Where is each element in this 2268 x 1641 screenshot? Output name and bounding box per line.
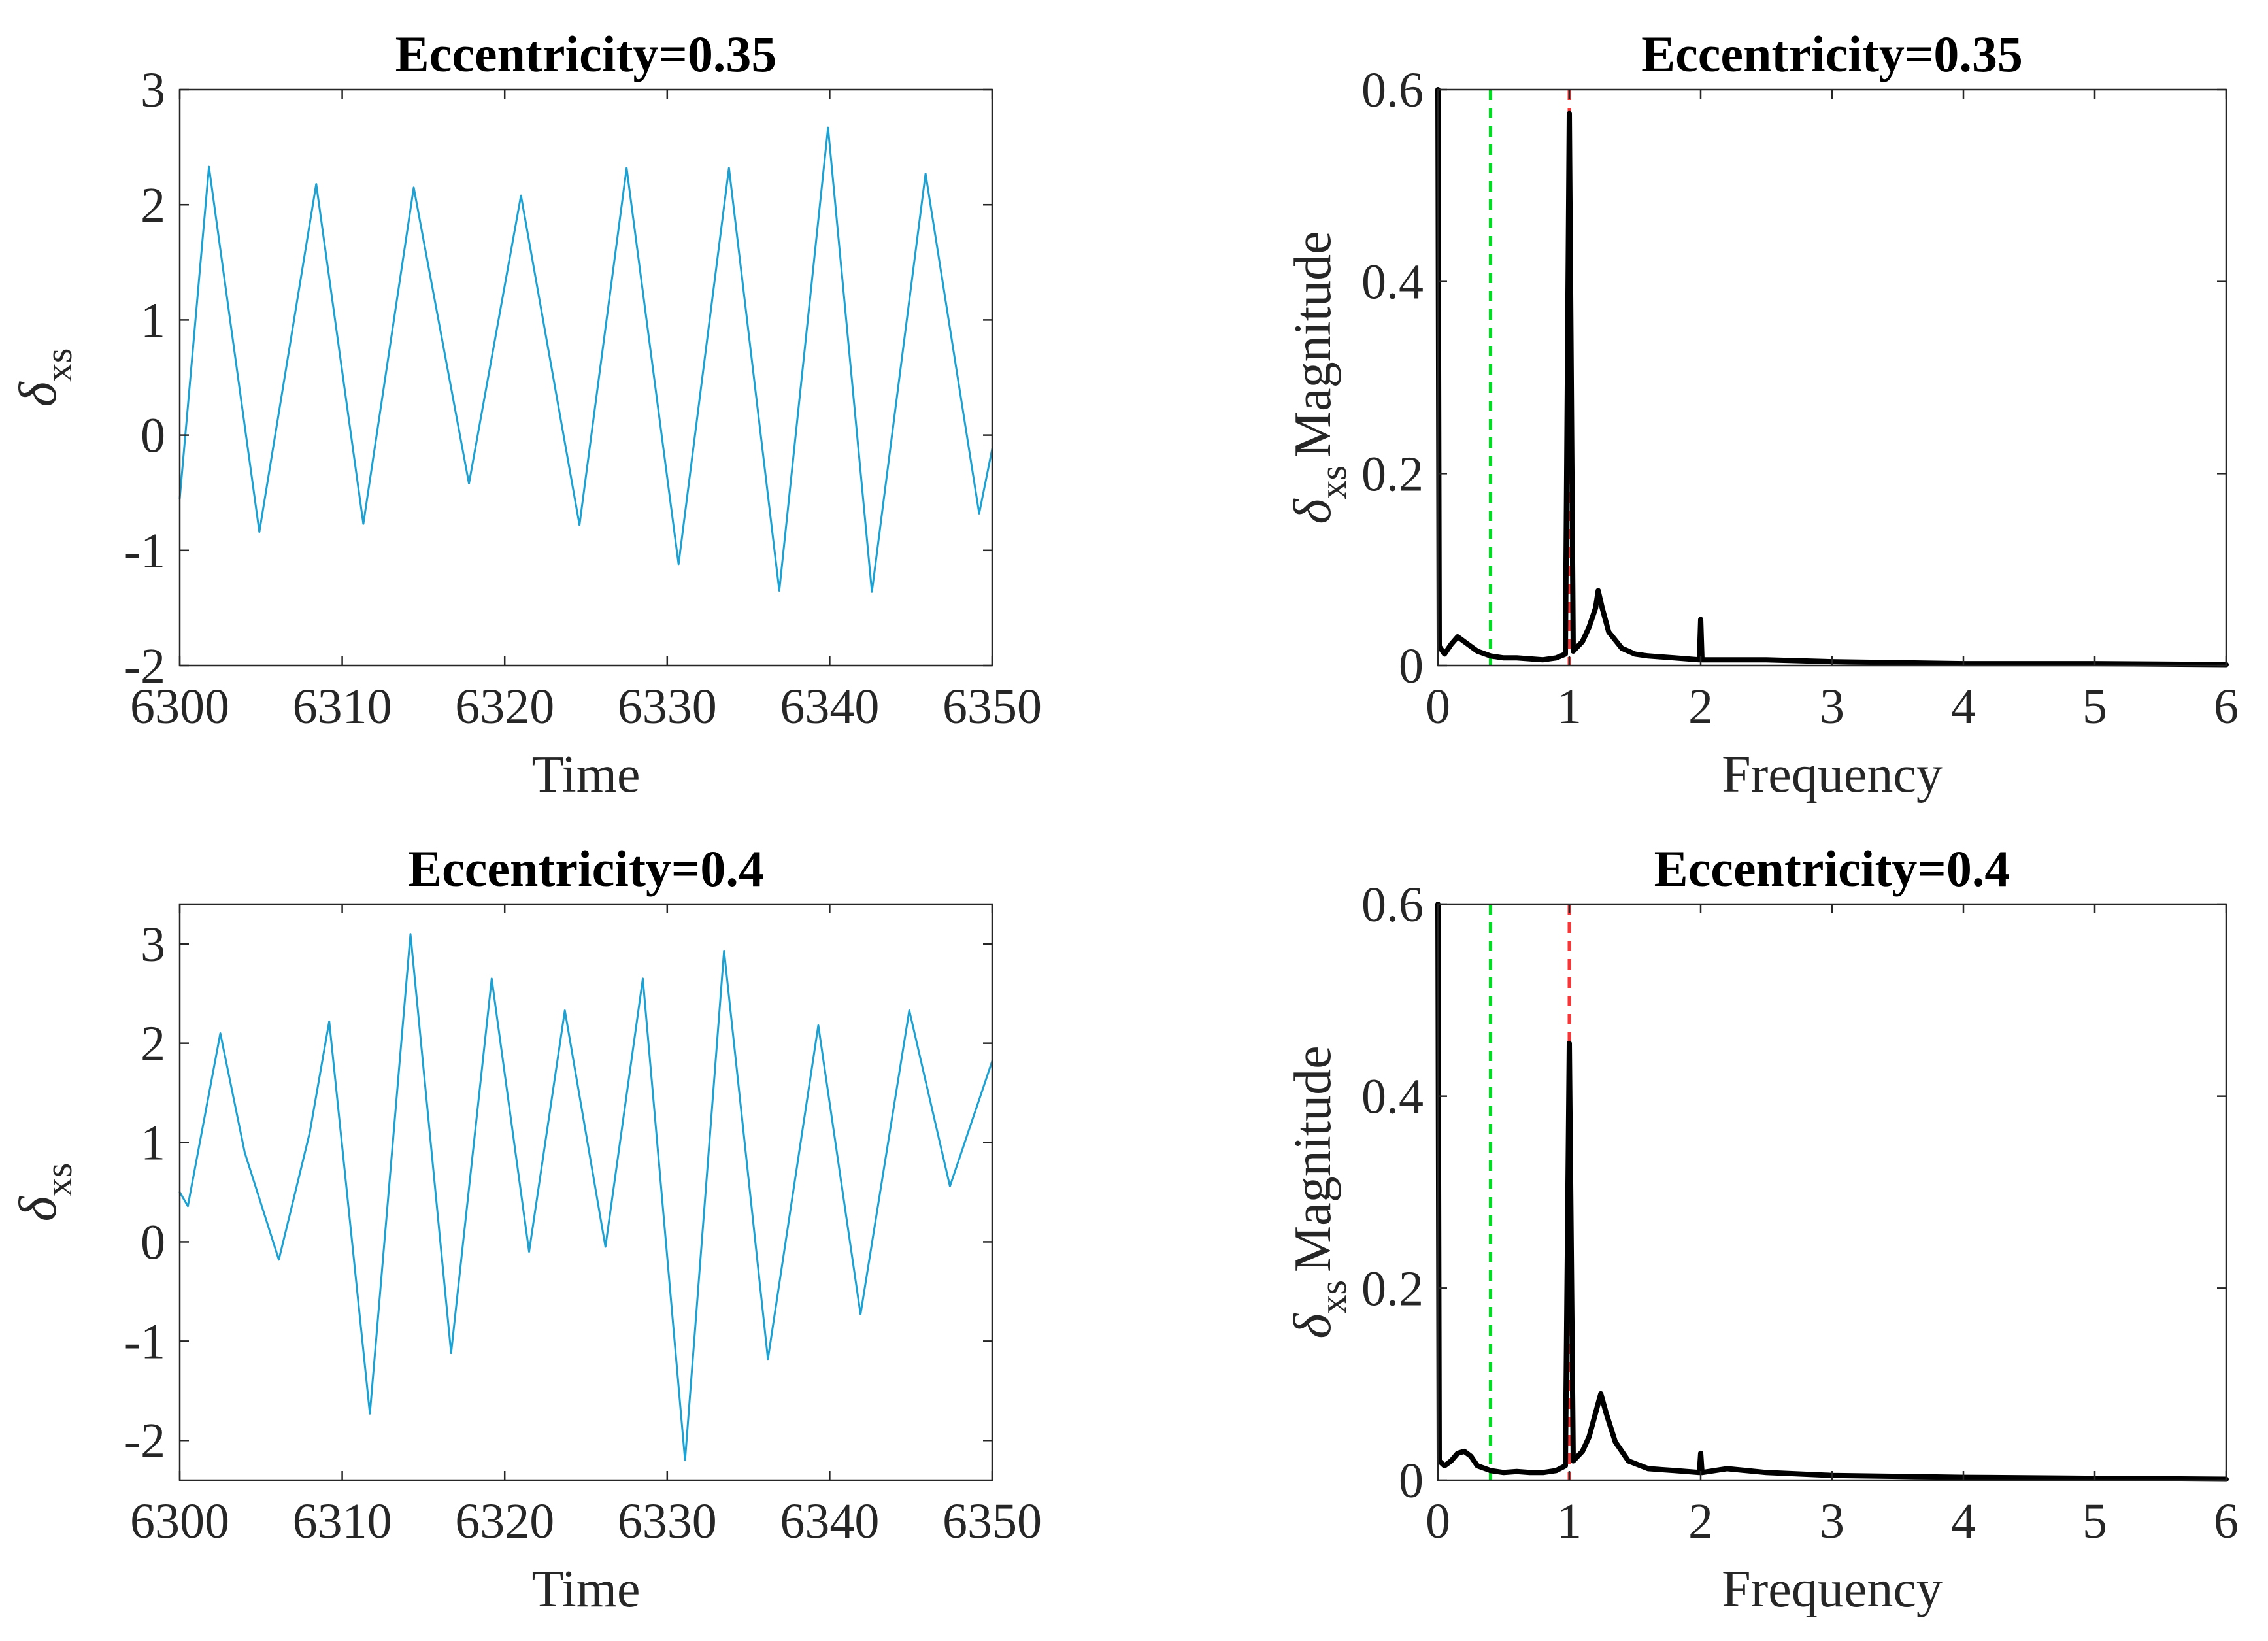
x-axis-label: Frequency (1722, 746, 1943, 804)
x-tick-label: 0 (1426, 1494, 1450, 1549)
chart-title: Eccentricity=0.4 (1654, 840, 2010, 897)
y-tick-label: 2 (141, 1017, 165, 1072)
x-tick-label: 3 (1820, 1494, 1844, 1549)
y-tick-label: 0.6 (1361, 877, 1424, 932)
x-tick-label: 6310 (293, 1494, 392, 1549)
axes-frame (1437, 88, 2227, 667)
y-tick-label: -2 (124, 1413, 165, 1468)
x-tick-label: 1 (1557, 1494, 1582, 1549)
x-tick-label: 0 (1426, 679, 1450, 734)
y-axis-label-suffix: Magnitude (1284, 231, 1342, 458)
y-axis-label-subscript: xs (37, 1163, 80, 1197)
series-line-0 (178, 126, 993, 593)
y-tick-label: 0 (1399, 639, 1424, 694)
x-tick-label: 6300 (130, 1494, 229, 1549)
y-axis-label-symbol: δ (8, 1195, 67, 1221)
x-tick-label: 6320 (455, 1494, 554, 1549)
y-axis-label-symbol: δ (8, 381, 67, 407)
x-tick-label: 4 (1951, 679, 1976, 734)
x-tick-label: 1 (1557, 679, 1582, 734)
y-axis-label-subscript: xs (1312, 1280, 1354, 1314)
chart-panel-bottom-right: 0 1 2 3 4 5 6 0 0.2 0.4 0.6 Eccentricity=0.4 Frequen… (1282, 840, 2239, 1618)
y-tick-label: 0.6 (1361, 63, 1424, 118)
x-axis-label: Time (531, 746, 640, 804)
y-axis-label-symbol: δ (1282, 1313, 1342, 1339)
x-tick-label: 6 (2214, 1494, 2239, 1549)
y-tick-label: 1 (141, 1116, 165, 1171)
y-tick-label: 0.4 (1361, 1070, 1424, 1125)
y-axis-label: δxs (8, 1163, 80, 1222)
series-line-0 (178, 933, 993, 1462)
chart-title: Eccentricity=0.35 (395, 25, 777, 82)
x-axis-label: Frequency (1722, 1561, 1943, 1618)
y-axis-label-suffix: Magnitude (1284, 1045, 1342, 1272)
y-axis-label: δxs (8, 348, 80, 407)
series-line-0 (1435, 87, 2229, 668)
y-tick-label: 1 (141, 293, 165, 348)
chart-panel-bottom-left: 6300 6310 6320 6330 6340 6350 -2 -1 0 1 2 3 Eccentri… (8, 840, 1042, 1618)
y-tick-label: -1 (124, 524, 165, 579)
y-axis-label-symbol: δ (1282, 498, 1342, 524)
chart-title: Eccentricity=0.4 (408, 840, 764, 897)
y-tick-label: 0 (1399, 1453, 1424, 1508)
x-tick-label: 6330 (618, 1494, 717, 1549)
x-tick-label: 5 (2082, 1494, 2107, 1549)
y-tick-label: 0 (141, 1215, 165, 1270)
chart-panel-top-left: 6300 6310 6320 6330 6340 6350 -2 -1 0 1 2 3 Eccentri… (8, 25, 1042, 804)
chart-panel-top-right: 0 1 2 3 4 5 6 0 0.2 0.4 0.6 Eccentricity=0.35 Freque… (1282, 25, 2239, 804)
chart-title: Eccentricity=0.35 (1641, 25, 2023, 82)
y-tick-label: 3 (141, 917, 165, 972)
x-tick-label: 6350 (942, 1494, 1042, 1549)
x-tick-label: 6300 (130, 679, 229, 734)
y-tick-label: -1 (124, 1314, 165, 1369)
x-tick-label: 4 (1951, 1494, 1976, 1549)
y-axis-label-subscript: xs (37, 348, 80, 382)
x-tick-label: 5 (2082, 679, 2107, 734)
y-tick-label: 0 (141, 409, 165, 464)
x-tick-label: 2 (1688, 1494, 1713, 1549)
axes-frame (178, 903, 993, 1481)
y-tick-label: -2 (124, 639, 165, 694)
y-axis-label: δxs Magnitude (1282, 1045, 1354, 1338)
y-axis-label-subscript: xs (1312, 465, 1354, 499)
y-axis-label: δxs Magnitude (1282, 231, 1354, 524)
y-tick-label: 2 (141, 178, 165, 233)
y-tick-label: 0.2 (1361, 1261, 1424, 1316)
x-tick-label: 3 (1820, 679, 1844, 734)
axes-frame (1437, 903, 2227, 1481)
x-tick-label: 6350 (942, 679, 1042, 734)
y-tick-label: 0.2 (1361, 447, 1424, 501)
x-tick-label: 6340 (780, 1494, 879, 1549)
x-tick-label: 6 (2214, 679, 2239, 734)
x-tick-label: 6340 (780, 679, 879, 734)
series-line-0 (1435, 902, 2229, 1482)
x-tick-label: 6330 (618, 679, 717, 734)
x-tick-label: 2 (1688, 679, 1713, 734)
axes-frame (178, 88, 993, 667)
y-tick-label: 3 (141, 63, 165, 118)
x-axis-label: Time (531, 1561, 640, 1618)
x-tick-label: 6320 (455, 679, 554, 734)
x-tick-label: 6310 (293, 679, 392, 734)
y-tick-label: 0.4 (1361, 255, 1424, 310)
